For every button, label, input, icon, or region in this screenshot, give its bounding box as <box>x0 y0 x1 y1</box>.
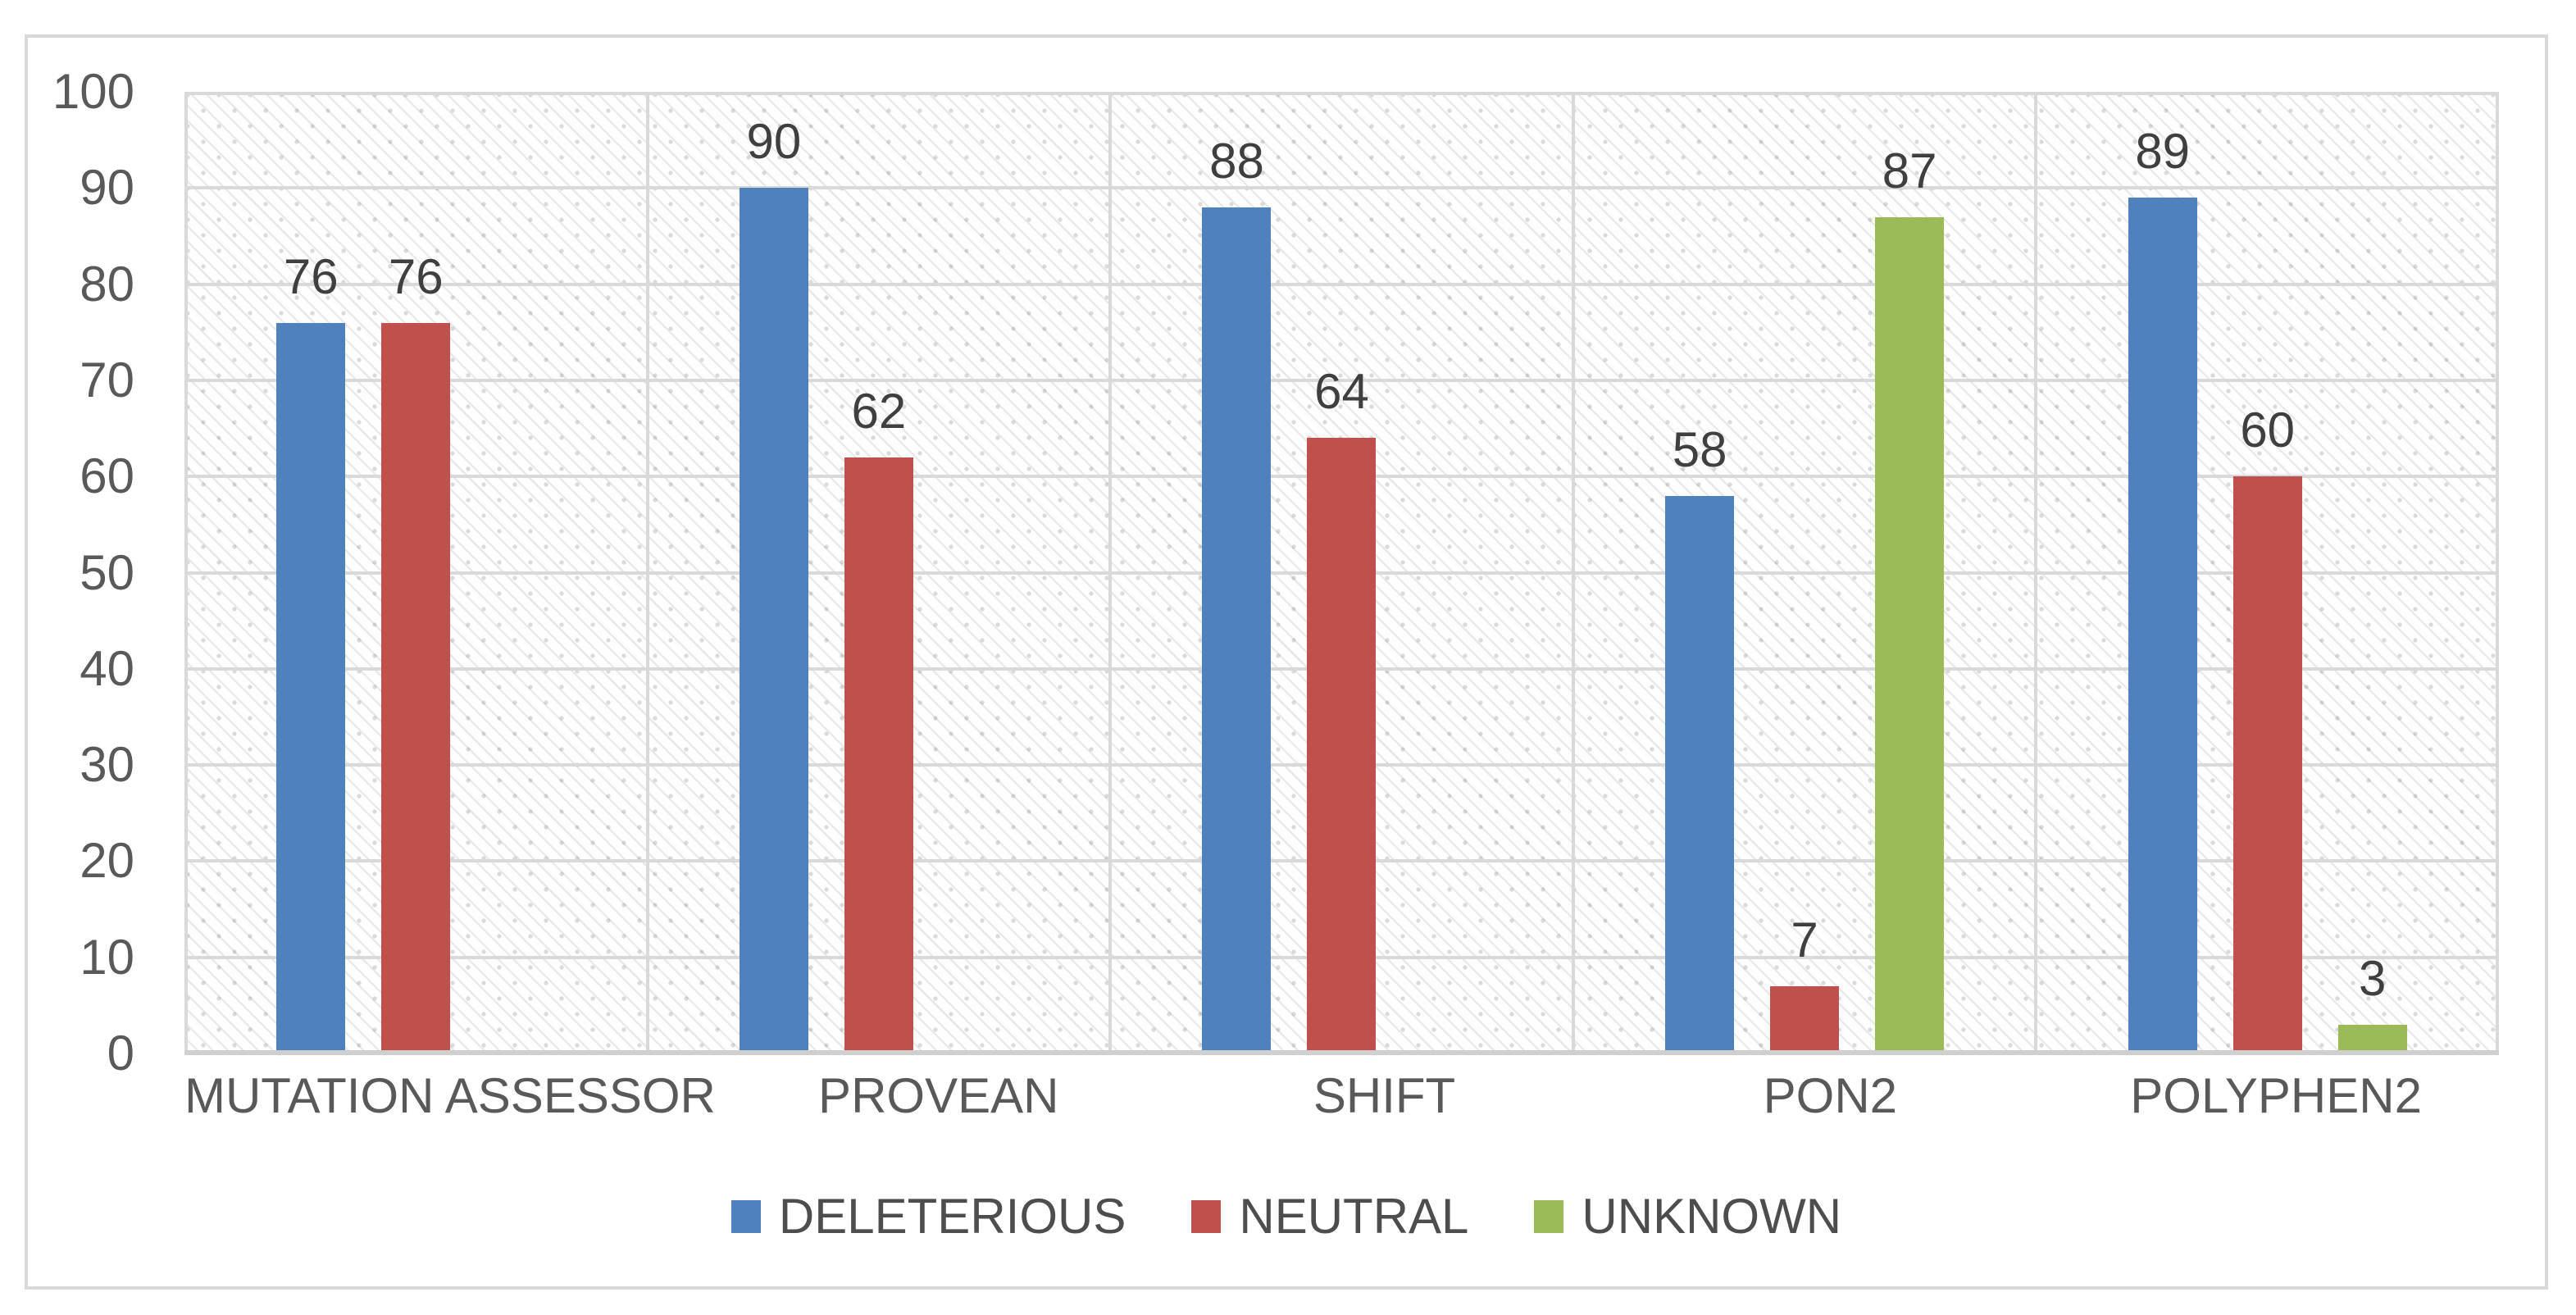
bar-slot: 64 <box>1307 366 1377 1053</box>
y-tick-label: 70 <box>80 352 134 407</box>
category-group: 88 64 <box>1110 92 1573 1053</box>
category-group: 89 60 3 <box>2036 92 2499 1053</box>
bar-slot: 7 <box>1770 913 1840 1053</box>
bar-neutral <box>844 457 913 1053</box>
bar-value-label: 87 <box>1882 143 1937 198</box>
legend-label: UNKNOWN <box>1582 1189 1842 1244</box>
plot-border-top <box>184 92 2499 95</box>
legend-label: DELETERIOUS <box>778 1189 1126 1244</box>
bar-deleterious <box>739 188 808 1053</box>
legend-swatch-neutral <box>1191 1200 1222 1233</box>
y-tick-label: 80 <box>80 256 134 312</box>
v-gridline <box>1108 92 1113 1053</box>
category-group: 90 62 <box>648 92 1111 1053</box>
v-gridline <box>645 92 649 1053</box>
h-gridline <box>184 378 2499 382</box>
x-category-label: SHIFT <box>1313 1068 1456 1123</box>
v-gridline <box>2034 92 2038 1053</box>
x-category-label: PROVEAN <box>818 1068 1059 1123</box>
bar-slot: 76 <box>381 250 451 1053</box>
bar-deleterious <box>1665 495 1735 1053</box>
legend-item: NEUTRAL <box>1191 1190 1468 1244</box>
y-tick-label: 50 <box>80 544 134 600</box>
x-category-label: PON2 <box>1763 1068 1898 1123</box>
y-tick-label: 90 <box>80 160 134 216</box>
plot-area: 76 76 90 62 88 64 58 7 87 89 60 3 <box>184 92 2499 1055</box>
v-gridline <box>1571 92 1575 1053</box>
bar-slot: 90 <box>739 116 808 1053</box>
h-gridline <box>184 282 2499 286</box>
bar-value-label: 89 <box>2135 124 2191 180</box>
bar-slot: 87 <box>1875 144 1945 1053</box>
bar-value-label: 90 <box>746 114 802 170</box>
bar-neutral <box>381 322 451 1053</box>
category-group: 58 7 87 <box>1573 92 2037 1053</box>
bar-value-label: 76 <box>283 248 339 304</box>
x-axis-line <box>184 1050 2499 1055</box>
legend-label: NEUTRAL <box>1239 1189 1469 1244</box>
legend-item: DELETERIOUS <box>730 1189 1126 1244</box>
x-category-label: POLYPHEN2 <box>2130 1068 2422 1123</box>
bar-value-label: 3 <box>2359 950 2387 1006</box>
legend-item: UNKNOWN <box>1534 1190 1841 1244</box>
bar-unknown <box>1875 216 1945 1053</box>
bar-value-label: 62 <box>851 383 907 439</box>
bar-slot: 88 <box>1202 134 1272 1053</box>
bar-slot: 3 <box>2337 952 2407 1053</box>
bar-value-label: 64 <box>1314 364 1369 420</box>
bar-deleterious <box>2128 198 2197 1053</box>
bar-slot: 89 <box>2128 125 2197 1053</box>
bar-neutral <box>2232 476 2302 1053</box>
bar-deleterious <box>276 322 346 1053</box>
bar-slot: 60 <box>2232 404 2302 1053</box>
bar-neutral <box>1770 985 1840 1053</box>
h-gridline <box>184 186 2499 190</box>
bar-slot: 62 <box>844 384 913 1053</box>
chart-frame: 76 76 90 62 88 64 58 7 87 89 60 3 0 10 20 30 40 50 60 70 80… <box>25 34 2548 1290</box>
bar-value-label: 76 <box>388 248 444 304</box>
bar-slot: 76 <box>276 250 346 1053</box>
legend-swatch-deleterious <box>730 1200 761 1233</box>
bar-value-label: 58 <box>1672 421 1727 477</box>
category-group: 76 76 <box>184 92 648 1053</box>
y-tick-label: 100 <box>52 64 134 119</box>
y-tick-label: 10 <box>80 929 134 985</box>
y-tick-label: 20 <box>80 833 134 889</box>
bar-value-label: 7 <box>1791 912 1818 967</box>
bar-value-label: 88 <box>1209 133 1264 189</box>
y-tick-label: 0 <box>107 1026 134 1081</box>
y-tick-label: 40 <box>80 640 134 696</box>
x-axis: MUTATION ASSESSOR PROVEAN SHIFT PON2 POLYPHE… <box>184 1069 2499 1123</box>
legend-swatch-unknown <box>1534 1200 1564 1233</box>
bar-neutral <box>1307 438 1377 1053</box>
y-tick-label: 30 <box>80 737 134 793</box>
y-tick-label: 60 <box>80 448 134 504</box>
bar-unknown <box>2337 1024 2407 1053</box>
x-category-label: MUTATION ASSESSOR <box>184 1068 716 1123</box>
bar-value-label: 60 <box>2240 403 2296 458</box>
chart-inner: 76 76 90 62 88 64 58 7 87 89 60 3 0 10 20 30 40 50 60 70 80… <box>28 38 2545 1286</box>
bar-slot: 58 <box>1665 423 1735 1053</box>
bar-deleterious <box>1202 207 1272 1053</box>
legend: DELETERIOUS NEUTRAL UNKNOWN <box>28 1190 2545 1244</box>
